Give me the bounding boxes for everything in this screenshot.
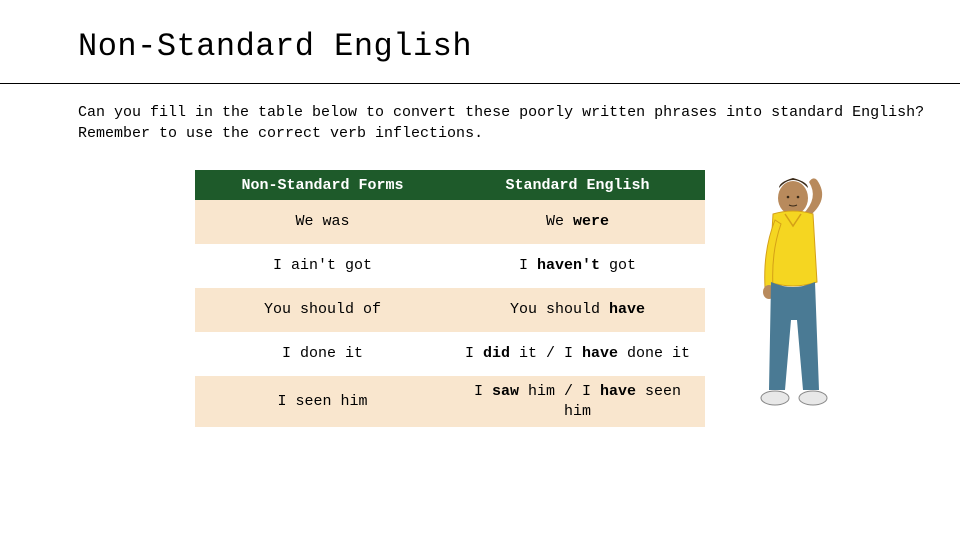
person-illustration bbox=[735, 170, 855, 430]
table-row: You should ofYou should have bbox=[195, 288, 705, 332]
person-icon bbox=[735, 170, 855, 430]
cell-nonstandard: I done it bbox=[195, 338, 450, 370]
phrases-table: Non-Standard Forms Standard English We w… bbox=[195, 170, 705, 427]
col-nonstandard: Non-Standard Forms bbox=[195, 177, 450, 194]
cell-standard: I haven't got bbox=[450, 250, 705, 282]
slide: Non-Standard English Can you fill in the… bbox=[0, 0, 960, 430]
cell-nonstandard: We was bbox=[195, 206, 450, 238]
cell-standard: I saw him / I have seen him bbox=[450, 376, 705, 427]
table-body: We wasWe wereI ain't gotI haven't gotYou… bbox=[195, 200, 705, 427]
content-row: Non-Standard Forms Standard English We w… bbox=[0, 170, 960, 430]
col-standard: Standard English bbox=[450, 177, 705, 194]
table-row: We wasWe were bbox=[195, 200, 705, 244]
instructions-text: Can you fill in the table below to conve… bbox=[0, 102, 960, 144]
table-row: I done itI did it / I have done it bbox=[195, 332, 705, 376]
table-header: Non-Standard Forms Standard English bbox=[195, 170, 705, 200]
cell-nonstandard: I ain't got bbox=[195, 250, 450, 282]
page-title: Non-Standard English bbox=[0, 0, 960, 84]
cell-nonstandard: You should of bbox=[195, 294, 450, 326]
cell-standard: We were bbox=[450, 206, 705, 238]
cell-nonstandard: I seen him bbox=[195, 386, 450, 418]
table-row: I seen himI saw him / I have seen him bbox=[195, 376, 705, 427]
cell-standard: I did it / I have done it bbox=[450, 338, 705, 370]
cell-standard: You should have bbox=[450, 294, 705, 326]
table-row: I ain't gotI haven't got bbox=[195, 244, 705, 288]
